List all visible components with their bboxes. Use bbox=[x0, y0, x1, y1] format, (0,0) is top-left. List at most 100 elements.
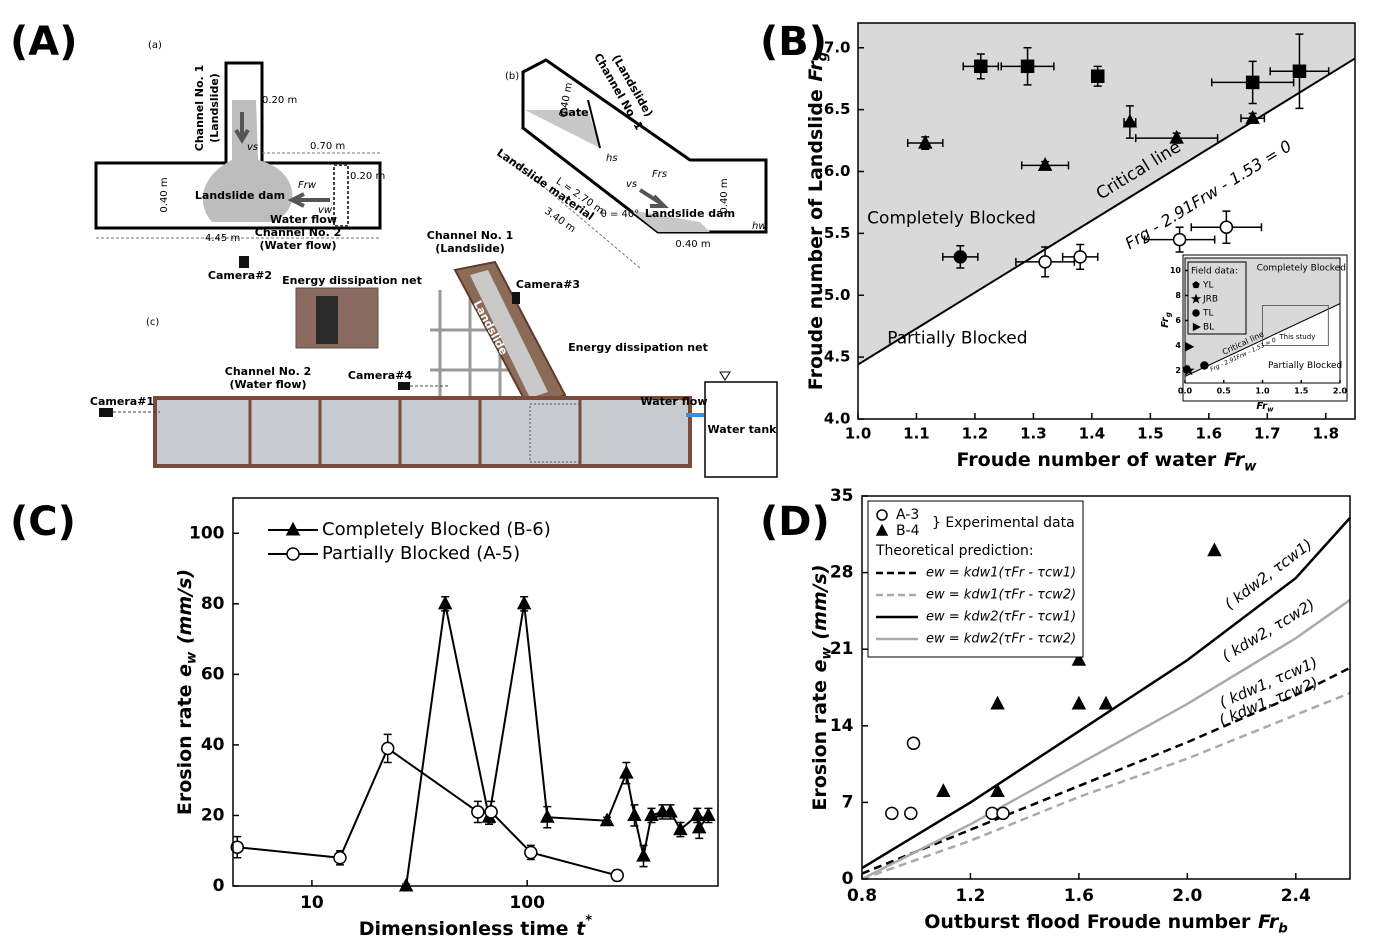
marker bbox=[230, 840, 245, 854]
marker bbox=[1183, 364, 1195, 376]
marker bbox=[917, 134, 933, 149]
study-range bbox=[1262, 305, 1329, 346]
landslide-dam-shape bbox=[202, 100, 293, 222]
x-tick-label: 1.7 bbox=[1254, 425, 1281, 443]
marker bbox=[540, 809, 555, 823]
marker bbox=[1071, 651, 1087, 666]
axis-label-part: Outburst flood Froude number bbox=[924, 911, 1251, 933]
marker bbox=[1200, 361, 1209, 370]
y-tick-label: 14 bbox=[830, 716, 854, 736]
y-tick-label: 21 bbox=[830, 639, 854, 659]
channel-outline bbox=[521, 58, 768, 234]
y-tick-label: 20 bbox=[201, 805, 225, 825]
axis-label-part: w bbox=[1244, 460, 1257, 475]
water-tank bbox=[704, 381, 778, 478]
photo-detail bbox=[316, 296, 338, 344]
marker bbox=[1219, 220, 1234, 234]
y-tick-label: 100 bbox=[189, 523, 225, 543]
y-tick-label: 40 bbox=[201, 735, 225, 755]
marker bbox=[636, 847, 651, 862]
camera-icon bbox=[398, 382, 410, 390]
y-tick-label: 10 bbox=[1170, 266, 1182, 275]
x-tick-label: 1.0 bbox=[1255, 387, 1270, 396]
label: Frw bbox=[298, 180, 317, 191]
marker bbox=[936, 783, 951, 798]
label: Channel No. 1 bbox=[193, 65, 206, 151]
axis-label-part: g bbox=[816, 51, 831, 61]
axis-label: Frw bbox=[1256, 401, 1274, 414]
y-tick-label: 5.0 bbox=[824, 286, 851, 304]
x-tick-label: 1.0 bbox=[845, 425, 872, 443]
legend-label: Partially Blocked (A-5) bbox=[322, 543, 520, 564]
material-shape bbox=[525, 110, 600, 148]
marker bbox=[1245, 110, 1260, 124]
axis-label: Frg bbox=[1160, 312, 1173, 328]
marker bbox=[1169, 129, 1184, 144]
x-tick-label: 1.6 bbox=[1064, 886, 1094, 906]
diagram-c: (c) Channel No. 1 (Landslide) Camera#3 L… bbox=[90, 229, 778, 478]
series-line bbox=[405, 603, 710, 887]
label: Energy dissipation net bbox=[282, 274, 422, 287]
marker bbox=[1192, 322, 1201, 332]
marker bbox=[1090, 69, 1105, 83]
panel-label: (D) bbox=[760, 499, 830, 545]
label: Energy dissipation net bbox=[568, 341, 708, 354]
marker bbox=[1190, 293, 1202, 304]
inset-region: Completely Blocked bbox=[1257, 264, 1346, 274]
inset-note: This study bbox=[1278, 333, 1315, 341]
marker bbox=[484, 805, 498, 819]
label: 0.20 m bbox=[262, 95, 297, 106]
y-tick-label: 7.0 bbox=[824, 38, 851, 56]
label: (Landslide) bbox=[435, 242, 505, 255]
marker bbox=[1192, 309, 1200, 317]
label: Water tank bbox=[708, 423, 778, 436]
marker bbox=[1207, 542, 1222, 557]
y-tick-label: 8 bbox=[1175, 291, 1181, 300]
inset-legend-title: Field data: bbox=[1191, 267, 1238, 277]
y-tick-label: 6.0 bbox=[824, 162, 851, 180]
x-tick-label: 1.6 bbox=[1196, 425, 1223, 443]
y-tick-label: 0 bbox=[213, 876, 225, 896]
marker bbox=[691, 819, 707, 834]
plot-frame bbox=[861, 495, 1351, 880]
marker bbox=[644, 807, 659, 822]
gate bbox=[587, 99, 601, 149]
axis-label: Dimensionless time t* bbox=[359, 913, 593, 939]
legend-group: } Experimental data bbox=[932, 515, 1075, 531]
x-tick-label: 1.5 bbox=[1294, 387, 1309, 396]
marker bbox=[875, 523, 889, 536]
axis-label-part: (mm/s) bbox=[809, 564, 831, 639]
marker bbox=[599, 812, 615, 827]
label: 0.40 m bbox=[159, 177, 170, 212]
y-tick-label: 2 bbox=[1175, 366, 1181, 375]
label: Landslide dam bbox=[645, 207, 735, 220]
marker bbox=[1122, 113, 1138, 128]
marker bbox=[990, 783, 1005, 798]
marker bbox=[285, 521, 301, 536]
marker bbox=[524, 845, 538, 860]
diagram-a: (a) Channel No. 1 (Landslide) 0.20 m vs … bbox=[94, 40, 422, 349]
axis-label-part: Froude number of water bbox=[957, 449, 1217, 471]
axis-label-part: e bbox=[809, 659, 831, 672]
marker bbox=[1172, 232, 1187, 247]
marker bbox=[286, 547, 300, 561]
label: Channel No. 2 bbox=[255, 226, 341, 239]
marker bbox=[1020, 59, 1035, 74]
marker bbox=[1185, 342, 1195, 352]
panel-label: (A) bbox=[10, 19, 78, 65]
marker bbox=[990, 695, 1005, 710]
x-tick-label: 1.8 bbox=[1312, 425, 1339, 443]
marker bbox=[1292, 64, 1307, 79]
marker bbox=[610, 868, 624, 883]
axis-label-part: Dimensionless time bbox=[359, 918, 569, 940]
net-shape bbox=[333, 164, 349, 227]
x-tick-label: 1.2 bbox=[955, 886, 985, 906]
label: 0.40 m bbox=[675, 239, 710, 250]
marker bbox=[974, 59, 988, 74]
y-tick-label: 60 bbox=[201, 664, 225, 684]
marker bbox=[471, 805, 485, 819]
label: Channel No. 2 bbox=[225, 365, 311, 378]
label: 0.70 m bbox=[310, 141, 345, 152]
camera-icon bbox=[99, 408, 113, 417]
legend-label: ew = kdw2(τFr - τcw2) bbox=[926, 632, 1076, 647]
